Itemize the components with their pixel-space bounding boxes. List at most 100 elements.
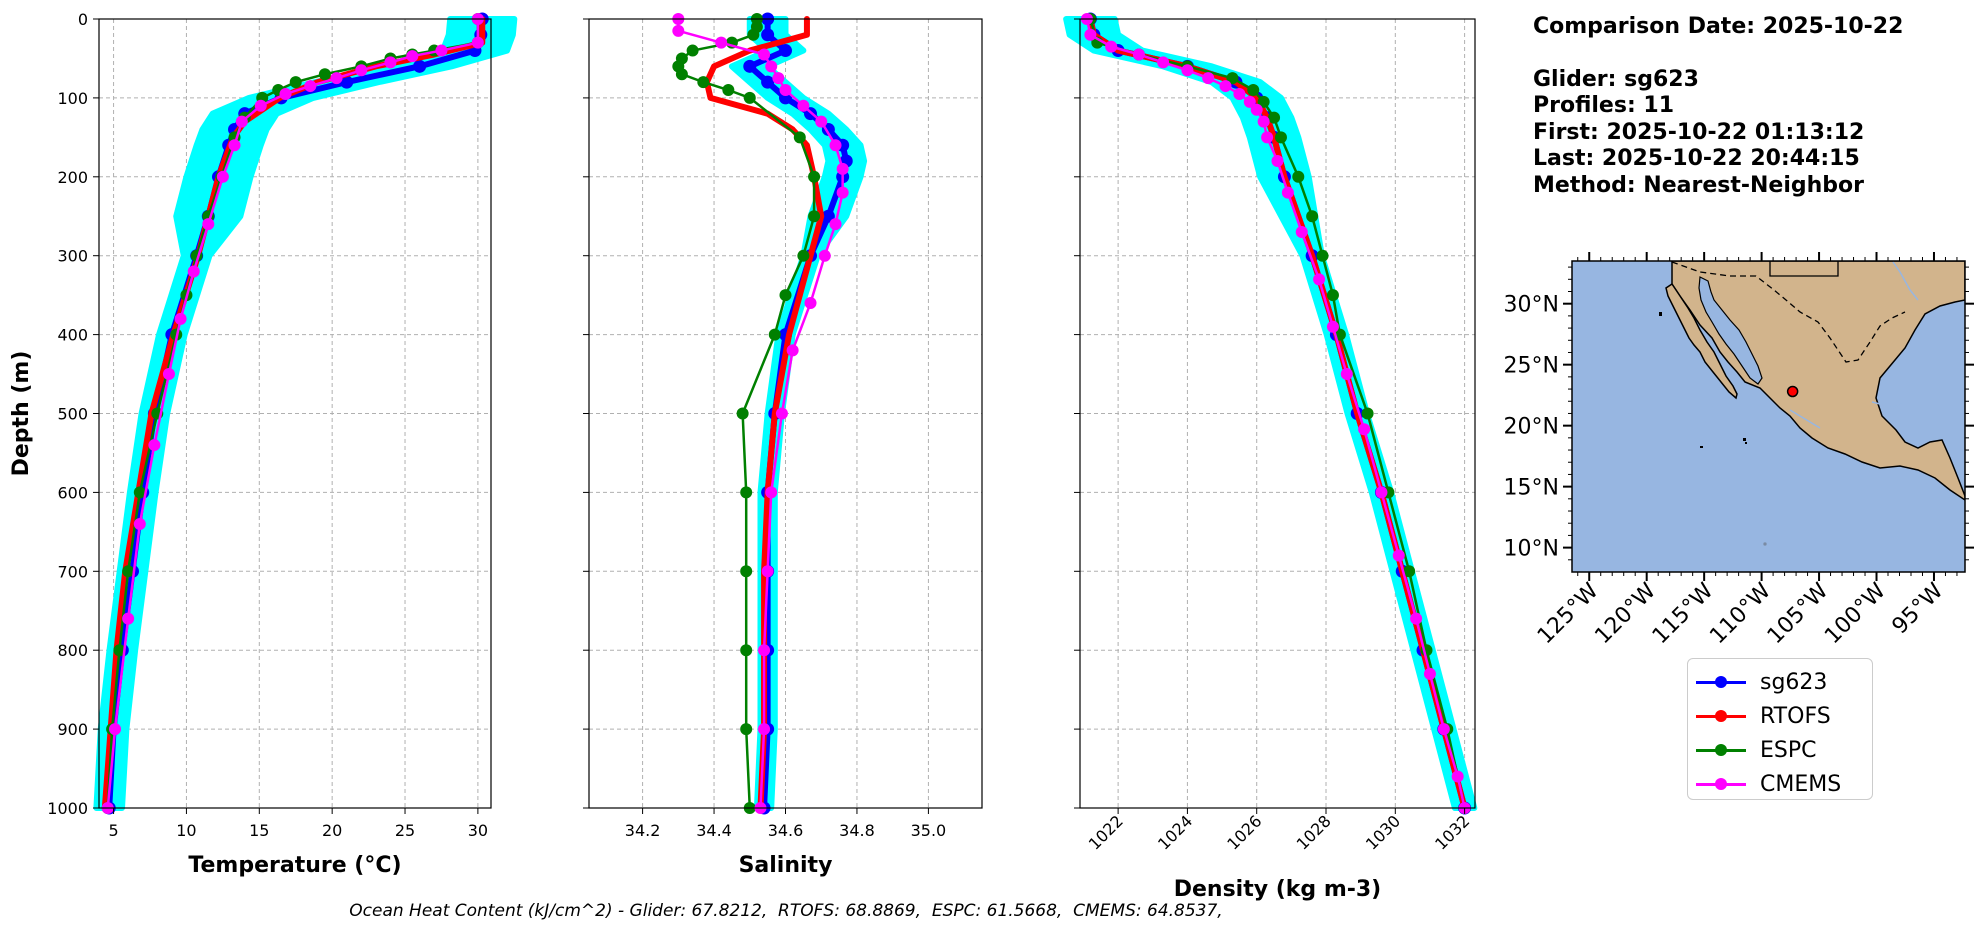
- y-tick-label: 900: [57, 720, 88, 739]
- x-tick-label: 1028: [1293, 811, 1335, 853]
- data-point-cmems: [715, 36, 728, 49]
- map-lat-label: 15°N: [1504, 476, 1559, 501]
- map-lon-label: 115°W: [1648, 578, 1719, 649]
- data-point-cmems: [765, 486, 778, 499]
- y-tick-label: 1000: [47, 799, 88, 818]
- data-point-sg623: [761, 28, 775, 42]
- map-lat-label: 25°N: [1504, 354, 1559, 379]
- data-point-cmems: [228, 139, 241, 152]
- y-tick-label: 100: [57, 89, 88, 108]
- data-point-cmems: [779, 84, 792, 97]
- data-point-espc: [1403, 565, 1416, 578]
- y-tick-label: 0: [78, 10, 88, 29]
- legend-line-cmems: [1696, 777, 1746, 790]
- data-point-cmems: [1243, 95, 1256, 108]
- data-point-cmems: [435, 44, 448, 57]
- location-map: 30°N 25°N 20°N 15°N 10°N 125°W120°W115°W110°W…: [1504, 252, 1974, 649]
- data-point-espc: [289, 76, 302, 89]
- data-point-cmems: [279, 87, 292, 100]
- data-point-espc: [686, 44, 699, 57]
- legend-label: RTOFS: [1760, 703, 1831, 729]
- data-point-cmems: [804, 297, 817, 310]
- data-point-espc: [808, 170, 821, 183]
- data-point-cmems: [1340, 368, 1353, 381]
- data-point-espc: [1292, 170, 1305, 183]
- legend-line-espc: [1696, 743, 1746, 756]
- data-point-espc: [768, 328, 781, 341]
- map-land-mainland: [1671, 261, 1965, 501]
- data-point-espc: [722, 84, 735, 97]
- map-frame: [1571, 260, 1966, 573]
- data-point-cmems: [1295, 226, 1308, 239]
- data-point-espc: [1247, 84, 1260, 97]
- y-tick-label: 700: [57, 562, 88, 581]
- data-point-cmems: [406, 50, 419, 63]
- data-point-cmems: [815, 115, 828, 128]
- x-tick-label: 30: [468, 821, 488, 840]
- salinity-panel: 34.2 34.4 34.6 34.8 35.0 Salinity: [583, 12, 983, 878]
- data-point-espc: [697, 76, 710, 89]
- data-point-cmems: [1202, 72, 1215, 85]
- data-point-espc: [318, 68, 331, 81]
- x-tick-label: 15: [249, 821, 269, 840]
- data-point-cmems: [758, 644, 771, 657]
- data-point-cmems: [1281, 186, 1294, 199]
- data-point-cmems: [829, 139, 842, 152]
- data-point-cmems: [818, 249, 831, 262]
- profile-count: Profiles: 11: [1533, 93, 1675, 118]
- data-point-cmems: [672, 24, 685, 37]
- map-lon-label: 110°W: [1705, 578, 1776, 649]
- series-line-cmems: [677, 17, 844, 810]
- x-tick-label: 25: [395, 821, 415, 840]
- x-tick-label: 34.8: [839, 821, 875, 840]
- y-tick-label: 600: [57, 483, 88, 502]
- y-tick-label: 400: [57, 326, 88, 345]
- data-point-cmems: [1358, 423, 1371, 436]
- data-point-sg623: [743, 59, 757, 73]
- data-point-sg623: [761, 75, 775, 89]
- data-point-cmems: [202, 218, 215, 231]
- data-point-cmems: [772, 72, 785, 85]
- data-point-espc: [740, 644, 753, 657]
- map-lat-label: 10°N: [1504, 537, 1559, 562]
- data-point-cmems: [235, 115, 248, 128]
- data-point-cmems: [1233, 87, 1246, 100]
- data-point-cmems: [109, 723, 122, 736]
- map-state-line: [1769, 261, 1839, 277]
- map-lon-label: 100°W: [1820, 578, 1891, 649]
- x-tick-label: 20: [322, 821, 342, 840]
- data-point-espc: [1361, 407, 1374, 420]
- data-point-cmems: [162, 368, 175, 381]
- first-profile-time: First: 2025-10-22 01:13:12: [1533, 119, 1865, 145]
- legend-item-sg623: sg623: [1696, 667, 1827, 697]
- data-point-espc: [740, 723, 753, 736]
- series-line-espc: [1089, 17, 1466, 810]
- x-tick-label: 34.4: [696, 821, 732, 840]
- x-tick-label: 1024: [1154, 811, 1196, 853]
- x-tick-label: 34.2: [625, 821, 661, 840]
- data-point-espc: [1316, 249, 1329, 262]
- data-point-cmems: [1437, 723, 1450, 736]
- data-point-cmems: [133, 517, 146, 530]
- data-point-cmems: [1423, 667, 1436, 680]
- data-point-sg623: [413, 59, 427, 73]
- data-point-cmems: [471, 36, 484, 49]
- map-lon-label: 125°W: [1533, 578, 1604, 649]
- map-border: [1671, 261, 1906, 363]
- legend: sg623 RTOFS ESPC CMEMS: [1687, 658, 1873, 800]
- data-point-cmems: [1410, 612, 1423, 625]
- density-panel: 1022 1024 1026 1028 1030 1032 Density (kg m-3): [1063, 12, 1478, 902]
- data-point-cmems: [1181, 64, 1194, 77]
- data-point-cmems: [1326, 320, 1339, 333]
- data-point-cmems: [1375, 486, 1388, 499]
- legend-label: CMEMS: [1760, 771, 1842, 797]
- map-land-baja: [1665, 282, 1738, 400]
- legend-label: sg623: [1760, 669, 1828, 695]
- comparison-date: Comparison Date: 2025-10-22: [1533, 14, 1904, 39]
- info-panel: Comparison Date: 2025-10-22 Glider: sg62…: [1533, 14, 1903, 199]
- data-point-cmems: [1084, 28, 1097, 41]
- legend-label: ESPC: [1760, 737, 1817, 763]
- map-lat-label: 30°N: [1504, 293, 1559, 318]
- x-tick-label: 35.0: [911, 821, 947, 840]
